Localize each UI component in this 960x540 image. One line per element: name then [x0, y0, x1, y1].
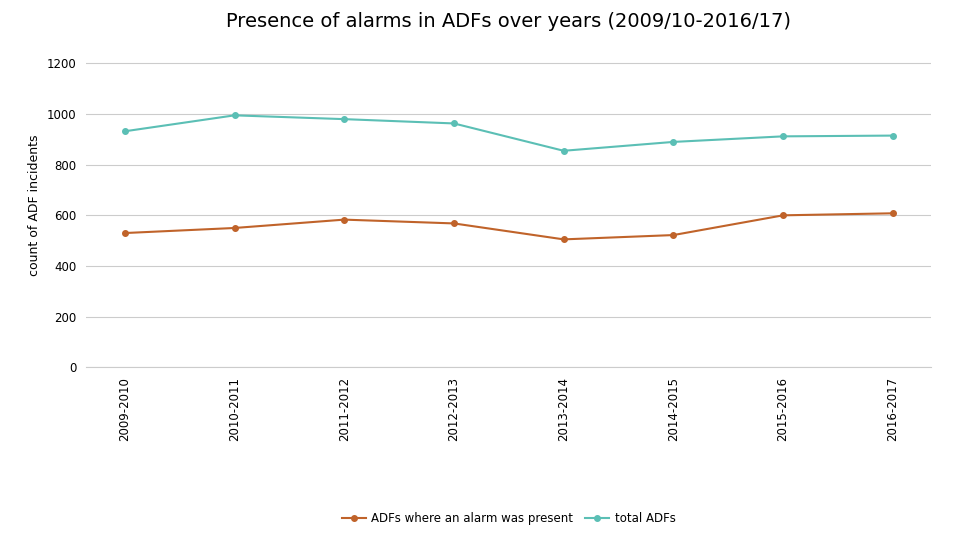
- ADFs where an alarm was present: [667, 232, 679, 238]
- total ADFs: [778, 133, 789, 140]
- total ADFs: [339, 116, 350, 123]
- total ADFs: [558, 147, 569, 154]
- Line: ADFs where an alarm was present: ADFs where an alarm was present: [122, 211, 896, 242]
- total ADFs: [228, 112, 240, 119]
- total ADFs: [667, 139, 679, 145]
- total ADFs: [448, 120, 460, 127]
- ADFs where an alarm was present: [228, 225, 240, 231]
- ADFs where an alarm was present: [448, 220, 460, 227]
- total ADFs: [119, 128, 131, 134]
- ADFs where an alarm was present: [778, 212, 789, 219]
- Legend: ADFs where an alarm was present, total ADFs: ADFs where an alarm was present, total A…: [337, 508, 681, 530]
- Y-axis label: count of ADF incidents: count of ADF incidents: [29, 134, 41, 276]
- ADFs where an alarm was present: [339, 217, 350, 223]
- total ADFs: [887, 132, 899, 139]
- Line: total ADFs: total ADFs: [122, 112, 896, 153]
- Title: Presence of alarms in ADFs over years (2009/10-2016/17): Presence of alarms in ADFs over years (2…: [227, 11, 791, 31]
- ADFs where an alarm was present: [887, 210, 899, 217]
- ADFs where an alarm was present: [119, 230, 131, 237]
- ADFs where an alarm was present: [558, 236, 569, 242]
